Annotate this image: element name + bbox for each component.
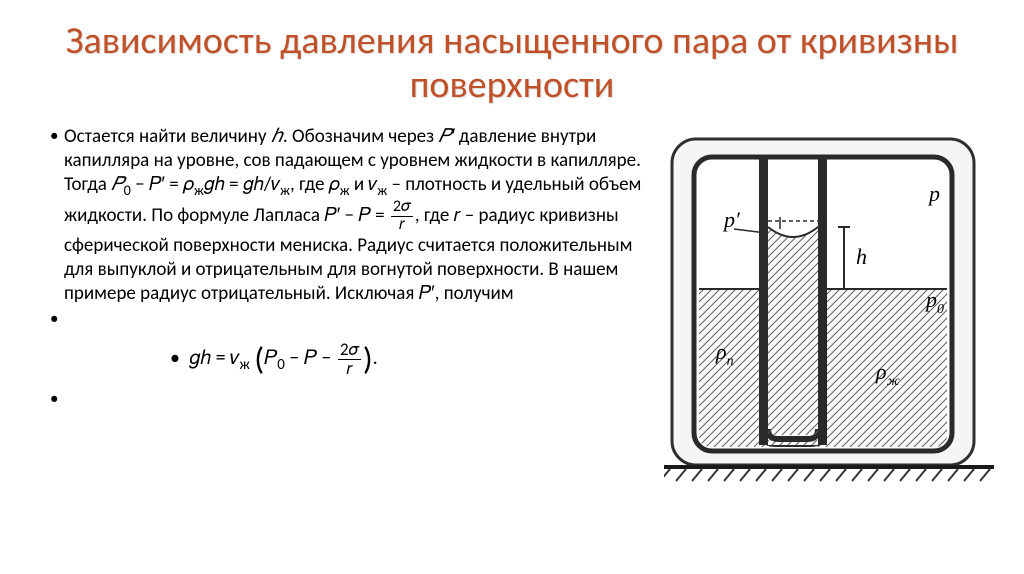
svg-text:p′: p′	[722, 207, 741, 232]
label-p: p	[927, 181, 940, 206]
paragraph-text: Остается найти величину ℎ. Обозначим чер…	[64, 125, 654, 305]
formula-bullet: • 𝑔ℎ = 𝑣ж (𝑃0 − 𝑃 − 2𝜎𝑟).	[50, 341, 654, 378]
figure-column: p p′ h p0 ρп ρж	[664, 125, 994, 489]
empty-bullet-2: •	[50, 388, 654, 412]
content-area: • Остается найти величину ℎ. Обозначим ч…	[0, 107, 1024, 489]
label-h: h	[856, 244, 867, 269]
capillary-diagram: p p′ h p0 ρп ρж	[664, 129, 994, 489]
paragraph-bullet: • Остается найти величину ℎ. Обозначим ч…	[50, 125, 654, 305]
page-title: Зависимость давления насыщенного пара от…	[0, 0, 1024, 107]
empty-bullet-1: •	[50, 308, 654, 332]
text-column: • Остается найти величину ℎ. Обозначим ч…	[50, 125, 664, 489]
